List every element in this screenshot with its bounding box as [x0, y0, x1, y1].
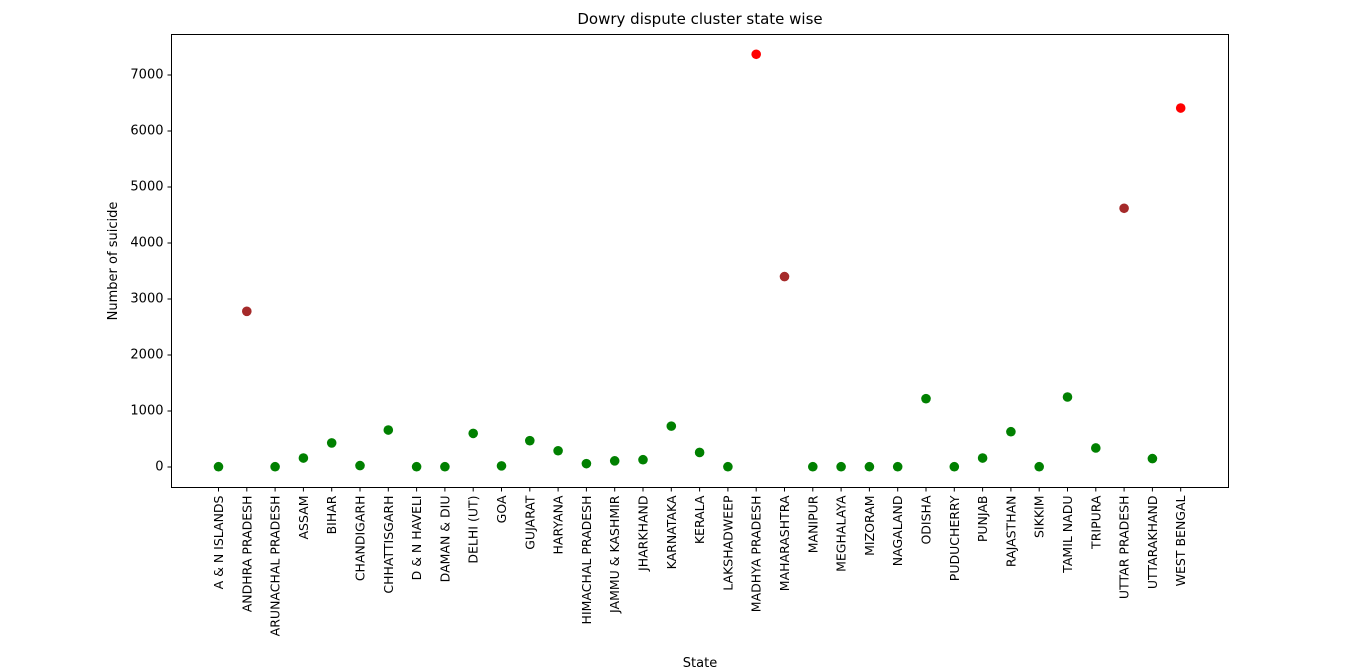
data-point — [242, 306, 252, 317]
data-point — [751, 49, 761, 60]
x-tick-label: MIZORAM — [862, 496, 877, 556]
data-point — [609, 456, 620, 466]
data-point — [1034, 461, 1044, 472]
x-tick-label: TAMIL NADU — [1060, 496, 1075, 574]
x-tick-label: KERALA — [692, 495, 707, 544]
x-tick-label: SIKKIM — [1032, 496, 1047, 539]
plot-area-frame — [171, 34, 1229, 488]
x-tick-label: ANDHRA PRADESH — [239, 496, 254, 613]
y-axis-ticks: 0 1000 2000 3000 4000 5000 6000 7000 — [130, 68, 172, 475]
data-point — [298, 453, 309, 463]
data-point — [1091, 443, 1101, 453]
x-tick-label: MEGHALAYA — [834, 495, 849, 572]
x-axis-ticks: A & N ISLANDS ANDHRA PRADESH ARUNACHAL PRA… — [211, 487, 1188, 637]
data-point — [525, 435, 535, 446]
data-point — [1175, 103, 1186, 113]
chart-title: Dowry dispute cluster state wise — [577, 10, 822, 28]
data-point — [921, 393, 931, 404]
data-point — [411, 461, 422, 472]
x-tick-label: PUDUCHERRY — [947, 495, 962, 581]
data-point — [1147, 453, 1158, 464]
x-tick-label: WEST BENGAL — [1173, 495, 1188, 586]
data-point — [723, 461, 733, 472]
data-point — [1062, 392, 1073, 402]
x-tick-label: DAMAN & DIU — [437, 496, 452, 583]
x-tick-label: RAJASTHAN — [1003, 496, 1018, 568]
x-tick-label: GOA — [494, 495, 509, 523]
data-point — [977, 453, 988, 463]
data-point — [270, 461, 280, 472]
data-point — [808, 461, 818, 472]
x-tick-label: LAKSHADWEEP — [720, 495, 735, 591]
data-point — [864, 461, 875, 472]
data-point — [213, 461, 224, 472]
data-point — [383, 425, 394, 435]
data-point — [638, 454, 648, 465]
x-tick-label: ODISHA — [919, 495, 934, 544]
data-point — [326, 438, 337, 448]
y-axis-label: Number of suicide — [106, 202, 121, 321]
x-tick-label: CHANDIGARH — [353, 496, 368, 582]
x-tick-label: GUJARAT — [522, 495, 537, 550]
x-tick-label: HIMACHAL PRADESH — [579, 496, 594, 625]
y-tick-label: 7000 — [130, 68, 163, 83]
x-tick-label: UTTAR PRADESH — [1117, 496, 1132, 600]
data-points — [213, 49, 1186, 472]
y-tick-label: 0 — [155, 460, 163, 475]
x-tick-label: UTTARAKHAND — [1145, 496, 1160, 590]
y-tick-label: 1000 — [130, 404, 163, 419]
x-tick-label: HARYANA — [551, 495, 566, 554]
data-point — [1119, 203, 1129, 214]
data-point — [1006, 426, 1016, 437]
x-tick-label: NAGALAND — [890, 496, 905, 567]
data-point — [666, 421, 677, 431]
y-tick-label: 5000 — [130, 180, 163, 195]
x-tick-label: MAHARASHTRA — [777, 495, 792, 591]
data-point — [949, 461, 960, 472]
x-tick-label: A & N ISLANDS — [211, 495, 226, 589]
x-tick-label: DELHI (UT) — [466, 496, 481, 564]
y-tick-label: 6000 — [130, 124, 163, 139]
y-tick-label: 2000 — [130, 348, 163, 363]
x-tick-label: BIHAR — [324, 495, 339, 534]
x-tick-label: ASSAM — [296, 496, 311, 540]
x-tick-label: D & N HAVELI — [409, 496, 424, 581]
y-tick-label: 3000 — [130, 292, 163, 307]
data-point — [496, 461, 507, 471]
data-point — [581, 458, 592, 469]
data-point — [440, 461, 450, 472]
x-tick-label: MADHYA PRADESH — [749, 496, 764, 613]
data-point — [892, 461, 903, 472]
x-tick-label: MANIPUR — [805, 495, 820, 553]
x-tick-label: JAMMU & KASHMIR — [607, 495, 622, 614]
x-tick-label: KARNATAKA — [664, 495, 679, 569]
data-point — [694, 447, 705, 458]
x-tick-label: PUNJAB — [975, 496, 990, 543]
x-tick-label: TRIPURA — [1088, 495, 1103, 550]
data-point — [355, 460, 365, 471]
data-point — [836, 461, 846, 472]
x-tick-label: CHHATTISGARH — [381, 496, 396, 594]
x-tick-label: JHARKHAND — [636, 496, 651, 572]
data-point — [553, 445, 563, 456]
data-point — [779, 271, 790, 282]
data-point — [468, 428, 479, 439]
x-axis-label: State — [683, 656, 717, 671]
y-tick-label: 4000 — [130, 236, 163, 251]
x-tick-label: ARUNACHAL PRADESH — [268, 496, 283, 637]
